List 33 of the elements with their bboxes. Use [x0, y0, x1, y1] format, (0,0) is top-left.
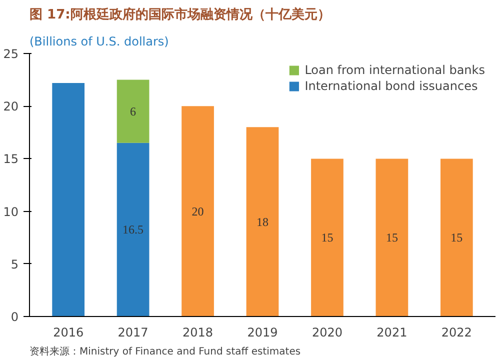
y-tick-label: 20	[3, 100, 19, 114]
bar	[182, 106, 214, 316]
legend-label: International bond issuances	[304, 79, 478, 93]
data-label: 15	[386, 230, 398, 245]
bar	[52, 82, 85, 316]
x-tick-label: 2017	[118, 326, 148, 340]
y-tick-label: 5	[10, 257, 19, 272]
x-tick-label: 2021	[376, 326, 408, 340]
x-tick-label: 2019	[247, 326, 278, 340]
data-label: 16.5	[122, 222, 144, 237]
y-tick-label: 15	[3, 152, 19, 166]
bar	[311, 158, 344, 316]
data-label: 15	[321, 230, 334, 245]
y-tick-label: 0	[10, 310, 19, 324]
bar	[116, 80, 150, 143]
bar	[116, 142, 150, 316]
data-label: 20	[192, 204, 204, 218]
bar	[440, 158, 473, 316]
x-tick-label: 2018	[182, 326, 214, 340]
legend-label: Loan from international banks	[304, 63, 485, 77]
y-axis-title: (Billions of U.S. dollars)	[30, 34, 169, 48]
data-label: 15	[450, 230, 463, 245]
x-tick-label: 2020	[312, 326, 342, 340]
y-tick-label: 10	[3, 204, 19, 219]
y-tick-label: 25	[3, 47, 19, 61]
x-tick-label: 2016	[53, 326, 84, 340]
bar	[376, 158, 408, 316]
data-label: 6	[130, 104, 136, 118]
x-tick-label: 2022	[441, 326, 472, 340]
text: 资料来源：Ministry of Finance and Fund staff estimates	[30, 346, 301, 358]
data-label: 18	[256, 214, 268, 229]
chart-title: 图 17:阿根廷政府的国际市场融资情况（十亿美元）	[30, 6, 330, 22]
bar	[246, 127, 279, 316]
